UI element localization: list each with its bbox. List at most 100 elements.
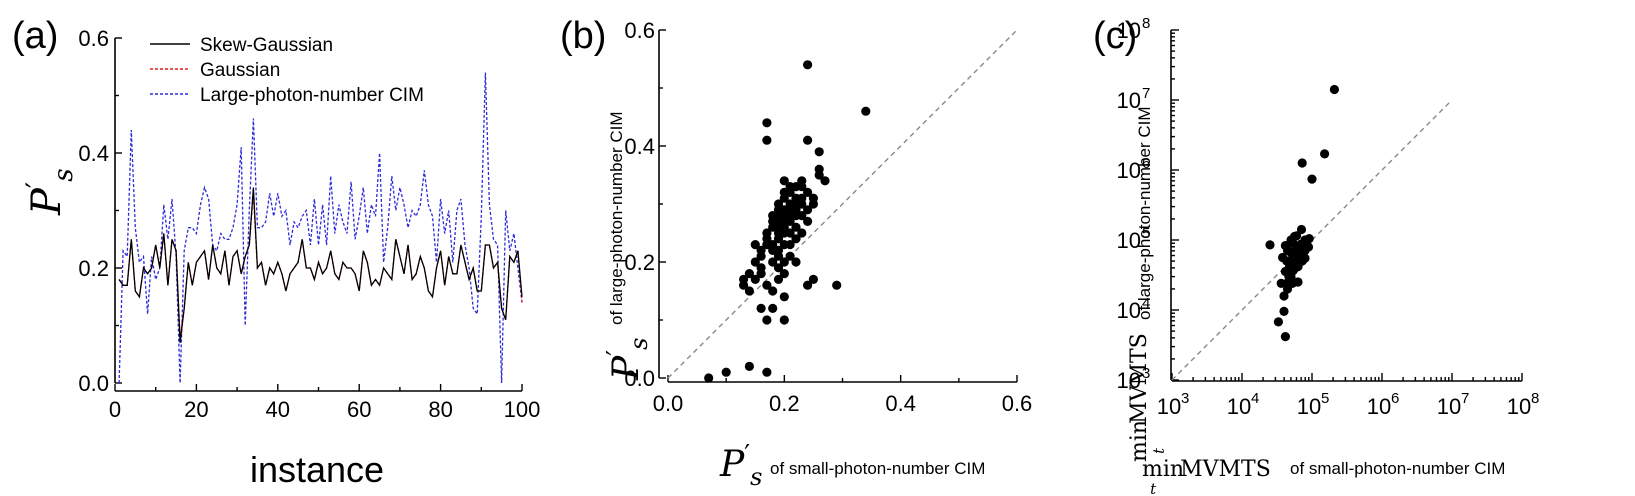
panel-a-ylabel: P′s <box>20 168 79 216</box>
panel-c-xlabel: min t MVMTS <box>1142 457 1271 496</box>
panel-c-y-tick-exp: 4 <box>1142 295 1150 312</box>
panel-c-y-tick-exp: 5 <box>1142 225 1150 242</box>
panel-b-point <box>773 228 784 238</box>
panel-c-x-tick-exp: 7 <box>1461 390 1469 407</box>
panel-b-point <box>808 199 819 209</box>
panel-c-point <box>1288 266 1298 276</box>
panel-c-xlabel-text: of small-photon-number CIM <box>1290 459 1505 478</box>
panel-b-point <box>750 240 760 250</box>
panel-label-b: (b) <box>560 15 606 57</box>
panel-b-point <box>785 187 795 197</box>
panel-a-x-tick-label: 0 <box>109 397 121 422</box>
panel-b-point <box>739 280 749 290</box>
panel-c-point <box>1307 174 1317 184</box>
panel-b-x-tick-label: 0.6 <box>1002 391 1033 416</box>
panel-b-chart: 0.00.20.40.60.0 0.2 0.4 0.6 P′s of small-ph… <box>602 18 1032 491</box>
panel-a-xlabel: instance <box>250 449 384 490</box>
panel-c-point <box>1304 234 1314 244</box>
panel-b-x-tick-label: 0.4 <box>885 391 916 416</box>
panel-c-point <box>1298 249 1308 259</box>
panel-b-point <box>791 257 801 267</box>
panel-b-y-tick-label: 0.4 <box>624 134 655 159</box>
panel-c-point <box>1265 240 1275 250</box>
panel-a-axes: 0.0 0.2 0.4 0.6 0 20 40 60 80 100 <box>78 26 540 422</box>
panel-c-x-tick-label: 10 <box>1367 394 1391 419</box>
panel-a-y-tick-label: 0.0 <box>78 371 109 396</box>
panel-b-point <box>762 315 772 325</box>
panel-c-y-tick-exp: 6 <box>1142 155 1150 172</box>
panel-c-xlabel-mv: MVMTS <box>1180 457 1271 482</box>
panel-b-point <box>779 176 789 186</box>
panel-b-point <box>762 367 772 377</box>
panel-c-x-tick-label: 10 <box>1297 394 1321 419</box>
panel-b-point <box>803 135 813 145</box>
panel-a-series-line-0 <box>118 187 523 343</box>
panel-a-y-tick-label: 0.6 <box>78 26 109 51</box>
panel-b-point <box>785 228 795 238</box>
panel-b-point <box>797 176 807 186</box>
panel-c-point <box>1280 266 1290 277</box>
panel-b-point <box>744 269 755 279</box>
panel-c-point <box>1282 284 1293 294</box>
panel-b-point <box>773 199 784 209</box>
panel-b-point <box>797 211 807 221</box>
panel-a-y-tick-label: 0.4 <box>78 141 109 166</box>
panel-c-point <box>1329 84 1339 95</box>
panel-a-legend-label: Gaussian <box>200 60 280 81</box>
panel-c-point <box>1296 224 1307 235</box>
panel-c-y-tick-label: 10 <box>1117 158 1141 183</box>
panel-a-x-tick-label: 60 <box>347 397 371 422</box>
panel-b-point <box>768 257 778 267</box>
panel-b-point <box>768 286 778 296</box>
panel-c-point <box>1282 256 1292 266</box>
panel-c-point <box>1289 259 1299 269</box>
panel-a-legend: Skew-Gaussian Gaussian Large-photon-number… <box>150 35 424 106</box>
panel-label-a: (a) <box>12 15 58 57</box>
panel-b-point <box>756 303 766 313</box>
panel-a-ylabel-prime: ′ <box>20 182 53 188</box>
panel-b-point <box>744 286 755 296</box>
panel-c-x-tick-exp: 8 <box>1531 390 1539 407</box>
panel-b-point <box>785 251 795 261</box>
panel-b-point <box>744 361 755 371</box>
panel-c-y-tick-label: 10 <box>1117 298 1141 323</box>
panel-a-x-tick-label: 100 <box>504 397 541 422</box>
panel-b-ylabel-p: P <box>606 355 647 381</box>
panel-c-y-tick-label: 10 <box>1117 88 1141 113</box>
panel-c-point <box>1283 277 1293 287</box>
panel-c-ylabel-text: of large-photon-number CIM <box>1135 106 1154 320</box>
panel-b-ylabel-s: s <box>625 338 653 350</box>
panel-b-point <box>773 251 784 261</box>
panel-c-axes: 10 310 410 510 610 710 810 3 10 4 10 5 10 6 10 7 10 8 <box>1117 15 1540 419</box>
panel-c-y-tick-label: 10 <box>1117 228 1141 253</box>
panel-c-point <box>1286 248 1296 258</box>
panel-c-chart: 10 310 410 510 610 710 810 3 10 4 10 5 10 6 10 7 10 8 min… <box>1117 15 1540 496</box>
panel-c-point <box>1292 231 1302 241</box>
panel-b-xlabel-text: of small-photon-number CIM <box>770 459 985 478</box>
panel-b-point <box>785 216 795 226</box>
panel-c-xlabel-min: min <box>1142 457 1184 482</box>
panel-a-x-tick-label: 80 <box>428 397 452 422</box>
panel-b-y-tick-label: 0.2 <box>624 250 655 275</box>
panel-b-point <box>861 106 871 116</box>
panel-b-point <box>791 234 801 244</box>
panel-b-point <box>762 118 772 128</box>
panel-a-ylabel-p: P <box>24 187 70 216</box>
panel-b-point <box>773 263 784 273</box>
panel-b-x-tick-label: 0.2 <box>769 391 800 416</box>
panel-c-point <box>1279 306 1289 316</box>
panel-b-point <box>750 257 760 267</box>
panel-b-ylabel: P′s <box>602 338 653 381</box>
panel-b-xlabel-prime: ′ <box>744 440 750 470</box>
panel-b-point <box>750 274 760 284</box>
panel-b-axes: 0.0 0.2 0.4 0.6 0.0 0.2 0.4 0.6 <box>624 18 1032 416</box>
panel-b-point <box>762 234 772 244</box>
panel-a-chart: 0.0 0.2 0.4 0.6 0 20 40 60 80 100 Skew-Gaussian Ga… <box>20 26 540 490</box>
panel-b-point <box>773 274 784 284</box>
panel-b-point <box>704 373 714 383</box>
panel-c-ylabel: mint MVMTS <box>1127 333 1168 462</box>
panel-b-point <box>791 205 801 215</box>
panel-b-point <box>762 280 772 290</box>
panel-c-point <box>1276 278 1286 288</box>
panel-b-points <box>704 60 871 383</box>
